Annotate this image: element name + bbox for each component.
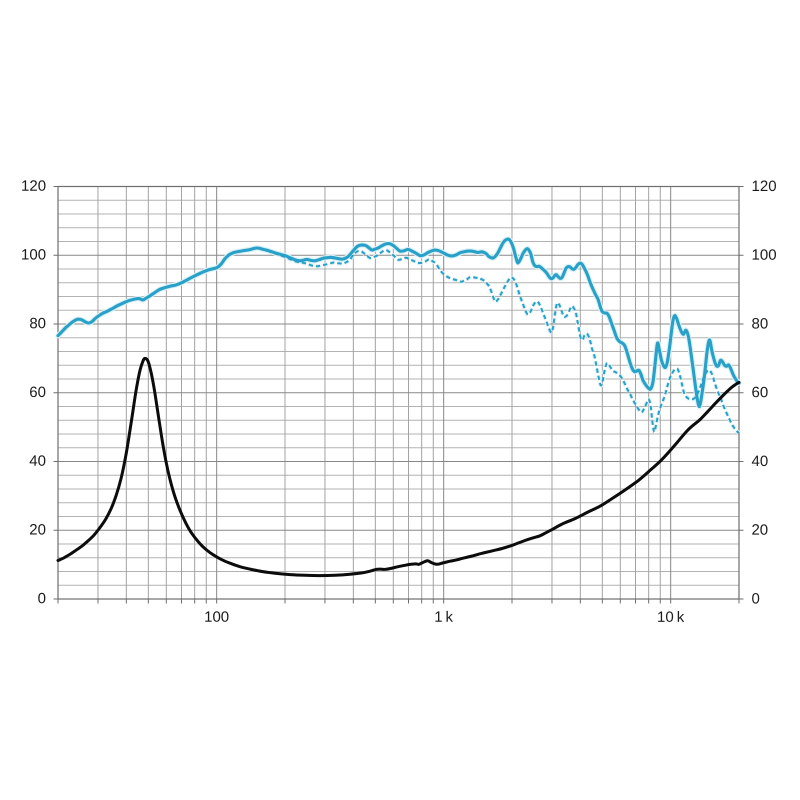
svg-text:40: 40 — [751, 453, 768, 470]
svg-text:80: 80 — [752, 315, 769, 332]
svg-text:100: 100 — [21, 247, 46, 264]
svg-text:10 k: 10 k — [657, 609, 685, 626]
svg-text:20: 20 — [29, 522, 46, 539]
svg-text:0: 0 — [751, 590, 759, 607]
svg-text:100: 100 — [204, 609, 229, 626]
svg-text:120: 120 — [21, 178, 46, 195]
svg-text:100: 100 — [752, 247, 777, 264]
svg-text:20: 20 — [751, 522, 768, 539]
svg-text:80: 80 — [29, 315, 46, 332]
svg-text:1 k: 1 k — [434, 609, 453, 626]
svg-text:0: 0 — [38, 590, 46, 607]
svg-text:60: 60 — [29, 384, 46, 401]
svg-text:60: 60 — [751, 384, 768, 401]
svg-text:120: 120 — [752, 178, 777, 195]
svg-text:40: 40 — [29, 453, 46, 470]
